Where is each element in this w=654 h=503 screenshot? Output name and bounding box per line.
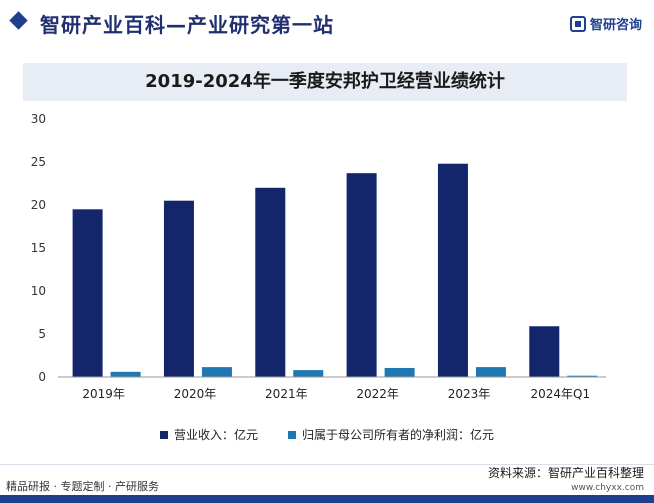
revenue-bar	[72, 209, 103, 377]
bottom-strip	[0, 495, 654, 503]
legend-item-net-profit: 归属于母公司所有者的净利润：亿元	[288, 426, 494, 443]
y-tick-label: 10	[31, 284, 46, 298]
revenue-bar	[346, 173, 377, 377]
revenue-bar	[255, 187, 286, 377]
source-text: 资料来源：智研产业百科整理	[487, 466, 644, 480]
legend-item-revenue: 营业收入：亿元	[159, 426, 258, 443]
x-axis-labels: 2019年 2020年 2021年 2022年 2023年 2024年Q1	[82, 387, 590, 401]
net-profit-bar	[384, 367, 415, 377]
x-tick-label: 2024年Q1	[531, 387, 591, 401]
y-axis: 0 5 10 15 20 25 30	[31, 112, 46, 384]
chart-title-band: 2019-2024年一季度安邦护卫经营业绩统计	[23, 63, 627, 101]
x-tick-label: 2019年	[82, 387, 125, 401]
legend-label-revenue: 营业收入：亿元	[173, 428, 258, 442]
y-tick-label: 30	[31, 112, 46, 126]
y-tick-label: 20	[31, 198, 46, 212]
legend-label-net-profit: 归属于母公司所有者的净利润：亿元	[302, 428, 495, 442]
source-url: www.chyxx.com	[571, 483, 644, 493]
net-profit-bar	[475, 367, 506, 377]
diamond-icon	[9, 11, 28, 30]
revenue-bar	[163, 200, 194, 377]
footer-tagline: 精品研报 · 专题定制 · 产研服务	[6, 480, 159, 493]
footer-divider	[0, 464, 654, 465]
site-title: 智研产业百科—产业研究第一站	[40, 13, 334, 37]
revenue-bar	[437, 163, 468, 377]
net-profit-bar	[567, 375, 598, 378]
footer-source-block: 资料来源：智研产业百科整理 www.chyxx.com	[488, 464, 644, 493]
x-tick-label: 2020年	[174, 387, 217, 401]
brand: 智研咨询	[569, 14, 642, 33]
y-tick-label: 0	[38, 370, 46, 384]
brand-logo-icon	[569, 15, 586, 32]
revenue-bar	[529, 326, 560, 377]
header-bar: 智研产业百科—产业研究第一站 智研咨询	[0, 0, 654, 46]
legend-swatch-net-profit	[288, 430, 296, 439]
net-profit-bar	[110, 371, 141, 377]
x-tick-label: 2022年	[356, 387, 399, 401]
x-tick-label: 2023年	[448, 387, 491, 401]
legend: 营业收入：亿元 归属于母公司所有者的净利润：亿元	[0, 426, 654, 443]
net-profit-bar	[201, 367, 232, 377]
y-tick-label: 15	[31, 241, 46, 255]
x-tick-label: 2021年	[265, 387, 308, 401]
bars	[72, 163, 598, 378]
brand-name: 智研咨询	[589, 18, 642, 33]
y-tick-label: 5	[38, 327, 46, 341]
net-profit-bar	[293, 370, 324, 377]
chart-title: 2019-2024年一季度安邦护卫经营业绩统计	[145, 71, 505, 92]
legend-swatch-revenue	[159, 430, 168, 439]
y-tick-label: 25	[31, 155, 46, 169]
